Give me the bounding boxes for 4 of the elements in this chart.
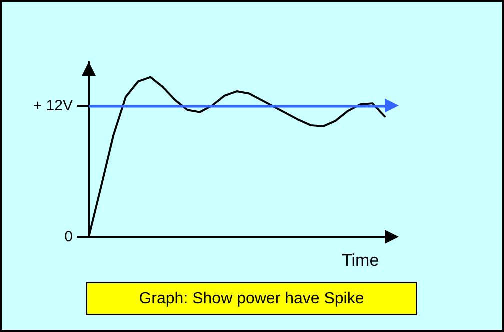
text: Graph: Show power have Spike [139,290,364,308]
y-tick-label: 0 [64,228,73,246]
y-tick-label: + 12V [33,97,73,114]
x-axis-title: Time [342,251,380,270]
